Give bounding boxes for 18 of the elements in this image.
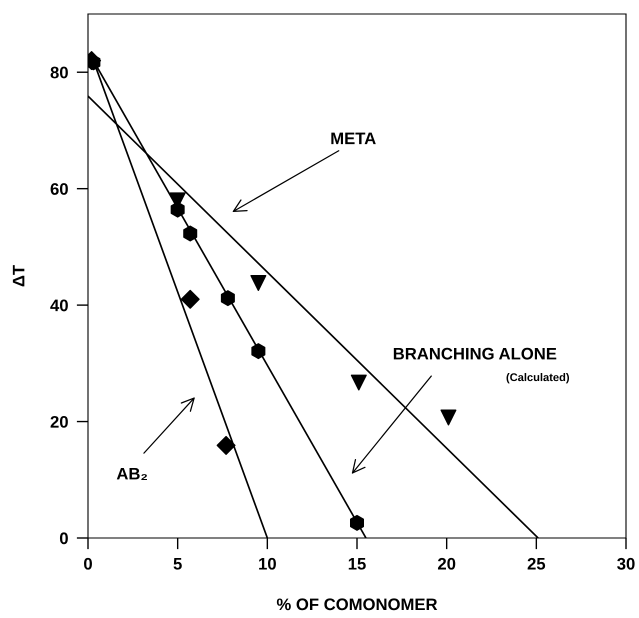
y-axis-title: ΔT (12, 265, 24, 286)
x-tick-label: 0 (84, 558, 92, 570)
x-tick-label: 10 (259, 558, 276, 570)
x-tick-label: 25 (528, 558, 546, 570)
x-tick-label: 15 (348, 558, 366, 570)
annotation: BRANCHING ALONE (394, 348, 556, 360)
annotation: AB₂ (116, 468, 147, 480)
annotation: META (331, 132, 376, 144)
y-tick-label: 20 (50, 416, 68, 428)
x-tick-label: 5 (174, 558, 182, 570)
annotation: (Calculated) (506, 373, 570, 384)
y-tick-label: 60 (50, 183, 68, 195)
y-tick-label: 80 (50, 66, 68, 78)
y-tick-label: 40 (50, 300, 68, 312)
y-tick-label: 0 (60, 532, 68, 544)
x-axis-title: % OF COMONOMER (276, 598, 438, 610)
x-tick-label: 20 (438, 558, 456, 570)
x-tick-label: 30 (617, 558, 635, 570)
